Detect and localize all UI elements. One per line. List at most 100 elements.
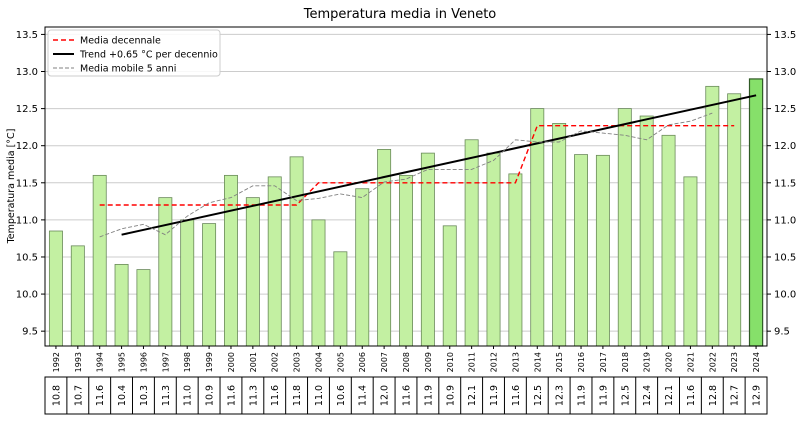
table-value-2004: 11.0 bbox=[314, 385, 325, 406]
bar-2020 bbox=[661, 134, 676, 347]
bar-2003 bbox=[289, 156, 304, 347]
table-value-2006: 11.4 bbox=[358, 385, 369, 406]
x-tick-label-1998: 1998 bbox=[183, 352, 192, 372]
y-tick-label-left: 10.5 bbox=[16, 252, 38, 263]
table-value-2010: 10.9 bbox=[445, 385, 456, 406]
x-tick-label-2013: 2013 bbox=[511, 352, 520, 372]
table-value-2015: 12.3 bbox=[555, 385, 566, 406]
table-value-1995: 10.4 bbox=[117, 385, 128, 406]
bar-2000 bbox=[224, 174, 238, 347]
x-tick-label-2001: 2001 bbox=[249, 352, 258, 372]
x-tick-label-2023: 2023 bbox=[730, 352, 739, 372]
y-tick-label-right: 10.5 bbox=[774, 252, 796, 263]
bar-1995 bbox=[114, 263, 129, 347]
bar-1999 bbox=[202, 223, 217, 347]
bar-1993 bbox=[70, 245, 85, 347]
y-tick-label-left: 11.0 bbox=[16, 215, 38, 226]
table-value-2003: 11.8 bbox=[292, 385, 303, 406]
table-value-2020: 12.1 bbox=[664, 385, 675, 406]
bar-2006 bbox=[355, 188, 370, 347]
y-tick-label-right: 11.0 bbox=[774, 215, 796, 226]
bar-2012 bbox=[486, 152, 501, 347]
legend-box bbox=[47, 29, 221, 77]
legend-label-3: Media mobile 5 anni bbox=[80, 64, 176, 75]
y-tick-label-right: 9.5 bbox=[774, 327, 790, 338]
x-tick-label-1993: 1993 bbox=[74, 352, 83, 372]
x-tick-label-2016: 2016 bbox=[577, 352, 586, 372]
bar-2001 bbox=[245, 197, 260, 347]
y-tick-label-right: 11.5 bbox=[774, 178, 796, 189]
x-tick-label-2024: 2024 bbox=[752, 352, 761, 372]
x-tick-label-2022: 2022 bbox=[708, 352, 717, 372]
x-tick-label-2000: 2000 bbox=[227, 352, 236, 372]
x-tick-label-2008: 2008 bbox=[402, 352, 411, 372]
table-value-2013: 11.6 bbox=[511, 385, 522, 406]
table-value-1993: 10.7 bbox=[73, 385, 84, 406]
x-tick-label-1996: 1996 bbox=[139, 352, 148, 372]
bar-2018 bbox=[617, 108, 632, 347]
y-tick-label-left: 13.5 bbox=[16, 30, 38, 41]
bar-2008 bbox=[399, 174, 413, 347]
bar-2015 bbox=[552, 123, 567, 347]
bar-2024 bbox=[748, 78, 764, 347]
table-value-2011: 12.1 bbox=[467, 385, 478, 406]
table-value-2016: 11.9 bbox=[577, 385, 588, 406]
bar-2023 bbox=[727, 93, 742, 347]
x-tick-label-2004: 2004 bbox=[314, 352, 323, 372]
y-tick-label-right: 13.5 bbox=[774, 30, 796, 41]
bar-2004 bbox=[311, 219, 326, 347]
y-tick-label-left: 13.0 bbox=[16, 67, 38, 78]
x-tick-label-2014: 2014 bbox=[533, 352, 542, 372]
x-tick-label-1994: 1994 bbox=[96, 352, 105, 372]
x-tick-label-2018: 2018 bbox=[621, 352, 630, 372]
table-value-2009: 11.9 bbox=[423, 385, 434, 406]
x-tick-label-1997: 1997 bbox=[161, 352, 170, 372]
x-tick-label-1999: 1999 bbox=[205, 352, 214, 372]
x-tick-label-2011: 2011 bbox=[468, 352, 477, 372]
y-tick-label-right: 12.0 bbox=[774, 141, 796, 152]
bar-2016 bbox=[574, 154, 588, 347]
bar-2019 bbox=[639, 115, 654, 347]
table-value-2005: 10.6 bbox=[336, 385, 347, 406]
bar-2010 bbox=[442, 225, 457, 347]
table-value-2022: 12.8 bbox=[708, 385, 719, 406]
table-value-1992: 10.8 bbox=[51, 385, 62, 406]
x-tick-label-2010: 2010 bbox=[446, 352, 455, 372]
bar-2021 bbox=[683, 176, 698, 347]
x-tick-label-1992: 1992 bbox=[52, 352, 61, 372]
y-tick-label-left: 9.5 bbox=[22, 327, 38, 338]
legend-label-2: Trend +0.65 °C per decennio bbox=[79, 50, 218, 61]
x-tick-label-2012: 2012 bbox=[490, 352, 499, 372]
series-line-2 bbox=[121, 94, 757, 236]
y-tick-label-left: 11.5 bbox=[16, 178, 38, 189]
x-tick-label-2009: 2009 bbox=[424, 352, 433, 372]
table-value-1998: 11.0 bbox=[183, 385, 194, 406]
x-tick-label-2003: 2003 bbox=[293, 352, 302, 372]
bar-1996 bbox=[136, 269, 151, 347]
table-value-1996: 10.3 bbox=[139, 385, 150, 406]
bar-2017 bbox=[595, 154, 610, 347]
y-tick-label-left: 10.0 bbox=[16, 290, 38, 301]
y-tick-label-right: 10.0 bbox=[774, 290, 796, 301]
table-value-2012: 11.9 bbox=[489, 385, 500, 406]
x-tick-label-2007: 2007 bbox=[380, 352, 389, 372]
x-tick-label-2019: 2019 bbox=[643, 352, 652, 372]
bar-1994 bbox=[92, 174, 107, 347]
bar-1992 bbox=[48, 230, 63, 347]
table-value-2017: 11.9 bbox=[598, 385, 609, 406]
x-tick-label-2005: 2005 bbox=[336, 352, 345, 372]
chart-title: Temperatura media in Veneto bbox=[303, 7, 497, 22]
x-tick-label-2021: 2021 bbox=[686, 352, 695, 372]
y-tick-label-left: 12.5 bbox=[16, 104, 38, 115]
x-tick-label-2015: 2015 bbox=[555, 352, 564, 372]
table-frame bbox=[44, 376, 768, 415]
x-tick-label-2017: 2017 bbox=[599, 352, 608, 372]
value-table: 10.8 10.7 11.6 10.4 10.3 11.3 11.0 10.9 11.6 11.3… bbox=[44, 376, 768, 415]
axis-ticks: 9.5 9.5 10.0 10.0 10.5 10.5 11.0 11.0 11.5 11.5 12… bbox=[16, 30, 797, 372]
bar-2013 bbox=[508, 173, 523, 347]
x-tick-label-2020: 2020 bbox=[665, 352, 674, 372]
table-value-2024: 12.9 bbox=[752, 385, 763, 406]
table-value-1994: 11.6 bbox=[95, 385, 106, 406]
series-line-1 bbox=[99, 125, 735, 206]
